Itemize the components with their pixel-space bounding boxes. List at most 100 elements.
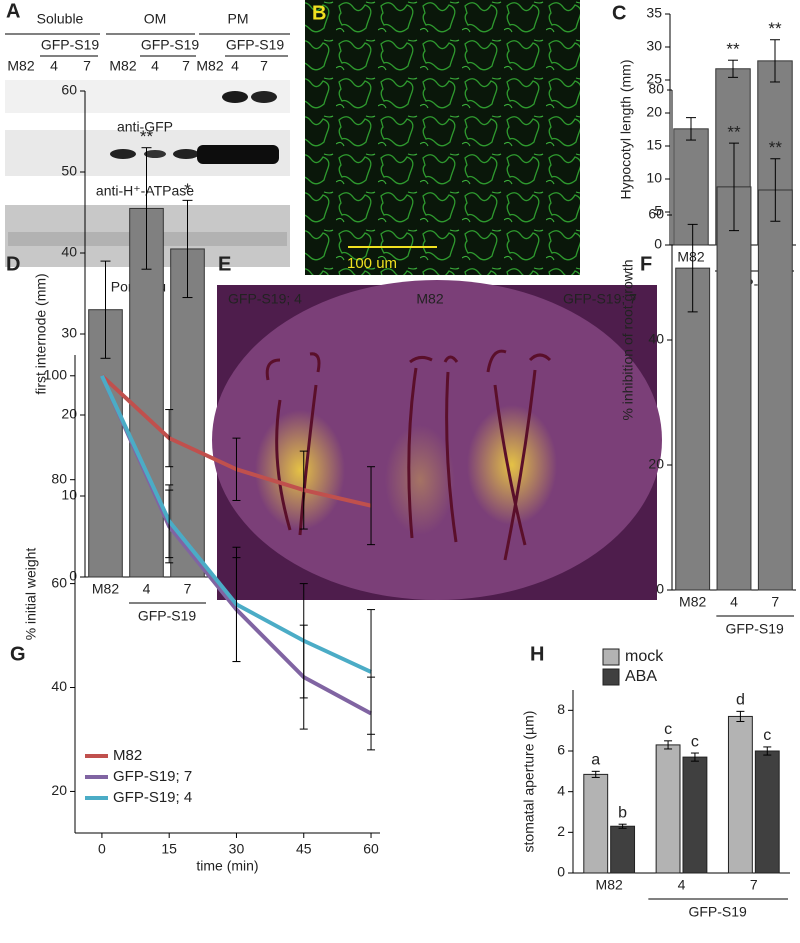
y-tick-label: 20 — [646, 104, 662, 120]
y-tick-label: 80 — [648, 81, 664, 97]
photo-label: M82 — [416, 291, 443, 307]
x-tick-label: 45 — [296, 841, 312, 857]
legend-label: GFP-S19; 4 — [113, 789, 192, 806]
y-tick-label: 20 — [61, 406, 77, 422]
x-tick-label: 60 — [363, 841, 379, 857]
x-axis-label: time (min) — [196, 858, 258, 874]
x-tick-label: M82 — [679, 594, 706, 610]
y-tick-label: 60 — [51, 574, 67, 590]
y-tick-label: 5 — [654, 203, 662, 219]
y-tick-label: 60 — [61, 82, 77, 98]
y-tick-label: 2 — [557, 823, 565, 839]
panel-letter: H — [530, 643, 544, 665]
lane-label: 7 — [260, 58, 268, 74]
x-tick-label: 0 — [98, 841, 106, 857]
bar — [655, 744, 681, 874]
y-tick-label: 10 — [646, 170, 662, 186]
letter-label: a — [591, 752, 600, 769]
y-tick-label: 0 — [69, 568, 77, 584]
group-label: OM — [144, 11, 167, 27]
x-tick-label: 4 — [143, 581, 151, 597]
y-tick-label: 0 — [654, 236, 662, 252]
bar — [610, 825, 636, 874]
y-tick-label: 10 — [61, 487, 77, 503]
panel-letter: C — [612, 2, 626, 24]
lane-label: 4 — [151, 58, 159, 74]
significance: * — [184, 180, 191, 199]
y-axis-label: % inhibition of root growth — [620, 259, 636, 420]
band — [173, 149, 199, 159]
lane-label: M82 — [196, 58, 223, 74]
panel-letter: D — [6, 253, 20, 275]
bar — [675, 267, 711, 591]
photo-label: GFP-S19; 7 — [563, 291, 637, 307]
panel-letter: G — [10, 643, 26, 665]
x-tick-label: 7 — [184, 581, 192, 597]
glow — [467, 405, 557, 525]
y-tick-label: 30 — [646, 38, 662, 54]
band — [110, 149, 136, 159]
blot-label: anti-GFP — [117, 119, 173, 135]
bar — [757, 189, 793, 591]
lane-label: 7 — [83, 58, 91, 74]
x-tick-label: 7 — [750, 877, 758, 893]
y-axis-label: Hypocotyl length (mm) — [618, 59, 634, 199]
significance: ** — [140, 127, 154, 146]
panel-b: B 100 um — [305, 0, 580, 275]
y-tick-label: 40 — [51, 678, 67, 694]
y-tick-label: 15 — [646, 137, 662, 153]
x-tick-label: M82 — [92, 581, 119, 597]
y-tick-label: 35 — [646, 5, 662, 21]
panel-letter: F — [640, 253, 652, 275]
group-label: GFP-S19 — [138, 608, 197, 624]
bar — [170, 248, 205, 578]
group-label: PM — [228, 11, 249, 27]
y-tick-label: 50 — [61, 163, 77, 179]
scale-label: 100 um — [347, 255, 397, 272]
legend-swatch — [602, 668, 620, 686]
group-label: GFP-S19 — [688, 904, 747, 920]
panel-letter: B — [312, 2, 326, 24]
significance: ** — [769, 138, 783, 157]
blot-label: anti-H⁺-ATPase — [96, 183, 194, 199]
y-tick-label: 40 — [648, 331, 664, 347]
legend-label: GFP-S19; 7 — [113, 768, 192, 785]
micrograph — [305, 0, 580, 275]
y-tick-label: 4 — [557, 782, 565, 798]
y-axis-label: % initial weight — [23, 548, 39, 641]
y-tick-label: 0 — [656, 581, 664, 597]
y-axis-label: stomatal aperture (µm) — [521, 711, 537, 853]
y-axis-label: first internode (mm) — [33, 273, 49, 394]
subgroup-label: GFP-S19 — [226, 37, 285, 53]
letter-label: d — [736, 692, 745, 709]
y-tick-label: 80 — [51, 470, 67, 486]
x-tick-label: 4 — [678, 877, 686, 893]
x-tick-label: M82 — [596, 877, 623, 893]
y-tick-label: 20 — [648, 456, 664, 472]
y-tick-label: 0 — [557, 864, 565, 880]
y-tick-label: 6 — [557, 742, 565, 758]
significance: ** — [726, 40, 740, 59]
x-tick-label: M82 — [677, 249, 704, 265]
significance: ** — [727, 123, 741, 142]
letter-label: c — [763, 727, 771, 744]
panel-e: E GFP-S19; 4 M82 GFP-S19; 7 — [212, 253, 662, 600]
band — [251, 91, 277, 103]
x-tick-label: 30 — [229, 841, 245, 857]
group-label: Soluble — [37, 11, 84, 27]
y-tick-label: 30 — [61, 325, 77, 341]
lane-label: M82 — [109, 58, 136, 74]
y-tick-label: 60 — [648, 206, 664, 222]
legend-label: ABA — [625, 668, 657, 685]
band — [197, 145, 279, 164]
y-tick-label: 100 — [44, 366, 68, 382]
subgroup-label: GFP-S19 — [141, 37, 200, 53]
letter-label: c — [664, 721, 672, 738]
x-tick-label: 4 — [730, 594, 738, 610]
band — [144, 150, 166, 158]
lane-label: 4 — [50, 58, 58, 74]
y-tick-label: 8 — [557, 701, 565, 717]
band — [222, 91, 248, 103]
subgroup-label: GFP-S19 — [41, 37, 100, 53]
panel-letter: E — [218, 253, 231, 275]
